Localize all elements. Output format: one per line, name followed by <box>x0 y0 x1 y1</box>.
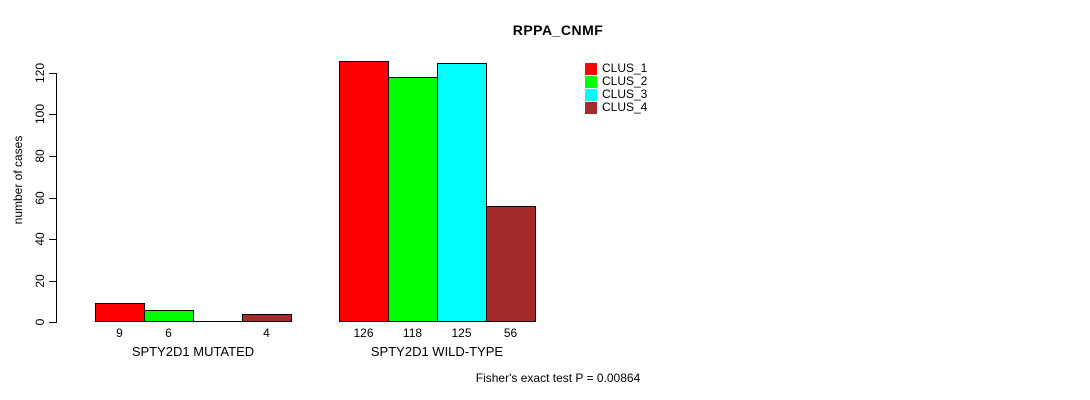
annotation-fisher-test: Fisher's exact test P = 0.00864 <box>475 371 641 385</box>
y-tick-mark <box>49 156 57 157</box>
bar-value-label: 56 <box>503 326 518 340</box>
bar-CLUS_4 <box>486 206 536 322</box>
bar-value-label: 9 <box>116 326 123 340</box>
y-tick-label: 0 <box>33 318 47 326</box>
bar-CLUS_1 <box>339 61 389 322</box>
bar-CLUS_2 <box>388 77 438 322</box>
y-tick-label: 20 <box>33 274 47 288</box>
legend-swatch-CLUS_2 <box>585 76 597 88</box>
legend-label-CLUS_1: CLUS_1 <box>602 61 648 75</box>
bar-value-label: 6 <box>165 326 172 340</box>
legend-label-CLUS_4: CLUS_4 <box>602 100 648 114</box>
y-tick-mark <box>49 281 57 282</box>
legend-swatch-CLUS_3 <box>585 89 597 101</box>
bar-CLUS_2 <box>144 310 194 322</box>
bar-CLUS_3 <box>437 63 487 322</box>
bar-CLUS_1 <box>95 303 145 322</box>
y-tick-label: 40 <box>33 232 47 246</box>
category-label: SPTY2D1 WILD-TYPE <box>370 344 504 359</box>
y-tick-mark <box>49 114 57 115</box>
bar-value-label: 125 <box>451 326 472 340</box>
bar-value-label: 4 <box>263 326 270 340</box>
bar-value-label: 118 <box>402 326 423 340</box>
bar-value-label: 126 <box>353 326 374 340</box>
y-tick-mark <box>49 73 57 74</box>
y-tick-label: 60 <box>33 191 47 205</box>
legend-label-CLUS_3: CLUS_3 <box>602 87 648 101</box>
chart-title: RPPA_CNMF <box>512 22 604 38</box>
y-tick-mark <box>49 322 57 323</box>
y-tick-mark <box>49 198 57 199</box>
bar-CLUS_4 <box>242 314 292 322</box>
y-tick-label: 120 <box>33 62 47 84</box>
y-tick-label: 80 <box>33 149 47 163</box>
y-tick-label: 100 <box>33 103 47 125</box>
legend-label-CLUS_2: CLUS_2 <box>602 74 648 88</box>
bar-CLUS_3-zero <box>193 321 243 322</box>
category-label: SPTY2D1 MUTATED <box>131 344 255 359</box>
y-axis-label: number of cases <box>11 135 25 225</box>
legend-swatch-CLUS_1 <box>585 63 597 75</box>
y-tick-mark <box>49 239 57 240</box>
legend-swatch-CLUS_4 <box>585 102 597 114</box>
